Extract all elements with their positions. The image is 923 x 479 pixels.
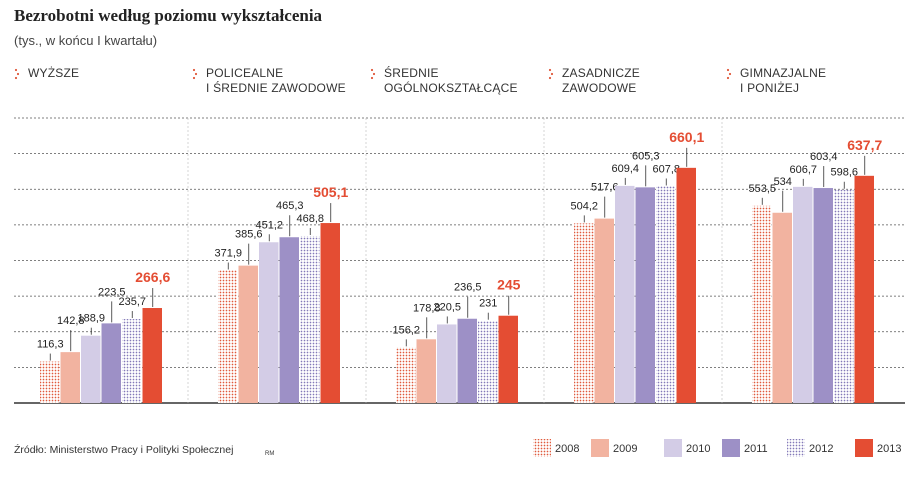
category-icon (370, 76, 374, 80)
bar (793, 186, 813, 403)
legend-label: 2013 (877, 443, 901, 455)
value-label: 188,9 (77, 313, 105, 325)
category-label: GIMNAZJALNE I PONIŻEJ (740, 66, 827, 95)
value-label: 231 (479, 298, 497, 310)
value-label: 236,5 (454, 282, 482, 294)
value-label: 603,4 (810, 151, 838, 163)
legend-label: 2009 (613, 443, 637, 455)
value-label: 534 (774, 176, 792, 188)
value-label: 609,4 (611, 163, 639, 175)
value-label: 637,7 (847, 137, 882, 153)
value-label: 553,5 (748, 183, 776, 195)
value-label: 605,3 (632, 150, 660, 162)
bar (478, 320, 498, 403)
category-icon (370, 68, 374, 72)
source-note: Źródło: Ministerstwo Pracy i Polityki Sp… (14, 444, 234, 456)
category-icon (192, 68, 196, 72)
bar (594, 218, 614, 403)
value-label: 660,1 (669, 129, 704, 145)
category-label: ZASADNICZE ZAWODOWE (562, 66, 641, 95)
value-label: 156,2 (392, 324, 420, 336)
bar (60, 352, 80, 403)
bar (81, 335, 101, 403)
bar (218, 270, 238, 403)
legend-swatch (591, 439, 609, 457)
chart-subtitle: (tys., w końcu I kwartału) (14, 33, 158, 48)
category-icon (728, 72, 732, 76)
legend-swatch (855, 439, 873, 457)
bar (279, 237, 299, 403)
bar (676, 167, 696, 403)
bar (834, 189, 854, 403)
legend-label: 2012 (809, 443, 833, 455)
value-label: 235,7 (118, 296, 146, 308)
bar (101, 323, 121, 403)
value-label: 505,1 (313, 184, 348, 200)
chart-title: Bezrobotni według poziomu wykształcenia (14, 6, 323, 25)
value-label: 504,2 (570, 200, 598, 212)
bar (772, 212, 792, 403)
category-icon (726, 76, 730, 80)
category-icon (550, 72, 554, 76)
bar (416, 339, 436, 403)
value-label: 220,5 (433, 301, 461, 313)
legend-label: 2008 (555, 443, 579, 455)
value-label: 116,3 (37, 339, 64, 351)
value-label: 607,8 (652, 163, 680, 175)
category-label: POLICEALNE I ŚREDNIE ZAWODOWE (206, 66, 346, 95)
value-label: 606,7 (789, 164, 817, 176)
legend-label: 2010 (686, 443, 710, 455)
bar (813, 188, 833, 403)
bar (656, 186, 676, 403)
bar (457, 318, 477, 403)
value-label: 451,2 (255, 219, 283, 231)
bar (396, 347, 416, 403)
bar (40, 361, 60, 403)
bar (122, 319, 142, 403)
category-icon (14, 68, 18, 72)
bar (752, 205, 772, 403)
value-label: 266,6 (135, 269, 170, 285)
category-icon (548, 68, 552, 72)
legend-swatch (787, 439, 805, 457)
legend-swatch (664, 439, 682, 457)
bar (238, 265, 258, 403)
bar (574, 223, 594, 403)
legend-label: 2011 (744, 443, 768, 455)
category-label: ŚREDNIE OGÓLNOKSZTAŁCĄCE (384, 66, 518, 95)
value-label: 468,8 (296, 213, 324, 225)
category-icon (14, 76, 18, 80)
category-icon (192, 76, 196, 80)
legend-swatch (722, 439, 740, 457)
value-label: 245 (497, 277, 521, 293)
category-icon (726, 68, 730, 72)
category-icon (372, 72, 376, 76)
bar (320, 223, 340, 403)
category-label: WYŻSZE (28, 66, 80, 80)
bar (498, 315, 518, 403)
value-label: 385,6 (235, 229, 263, 241)
value-label: 517,6 (591, 182, 619, 194)
bar (142, 308, 162, 403)
bar (300, 235, 320, 403)
value-label: 598,6 (830, 167, 858, 179)
category-icon (194, 72, 198, 76)
bar (615, 185, 635, 403)
credit: RM (265, 451, 274, 457)
value-label: 223,5 (98, 286, 126, 298)
bar (259, 242, 279, 403)
legend-swatch (533, 439, 551, 457)
category-icon (548, 76, 552, 80)
value-label: 465,3 (276, 200, 304, 212)
value-label: 178,8 (413, 302, 441, 314)
value-label: 371,9 (214, 248, 242, 260)
category-icon (16, 72, 20, 76)
bar (854, 175, 874, 403)
bar (635, 187, 655, 403)
value-label: 142,8 (57, 315, 85, 327)
bar (437, 324, 457, 403)
